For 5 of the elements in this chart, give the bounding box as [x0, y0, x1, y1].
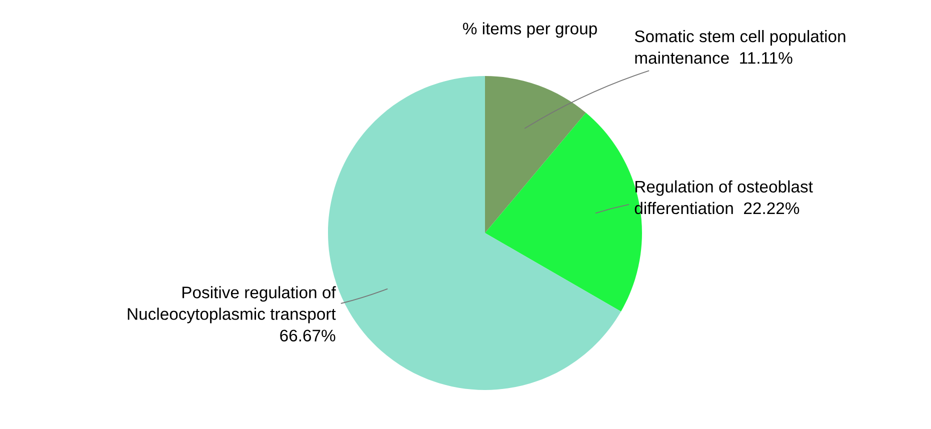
pie-slice — [485, 76, 586, 233]
slice-label: Positive regulation of Nucleocytoplasmic transport — [128, 286, 336, 324]
chart-title: % items per group — [462, 22, 597, 38]
data-label: 66.67% — [280, 330, 336, 342]
slice-label: Somatic stem cell population maintenance 11.11% — [634, 30, 846, 64]
